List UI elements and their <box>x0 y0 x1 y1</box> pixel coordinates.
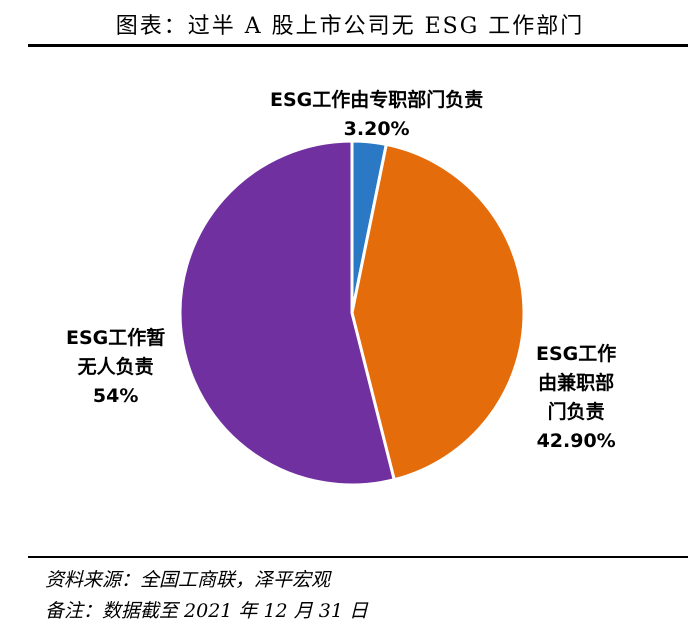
chart-title: 图表：过半 A 股上市公司无 ESG 工作部门 <box>115 14 585 39</box>
slice-label-none-value: 54% <box>92 385 139 407</box>
pie-slice-1 <box>350 142 526 482</box>
slice-label-dedicated-value: 3.20% <box>343 118 410 140</box>
bottom-rule <box>28 556 688 558</box>
slice-label-dedicated: ESG工作由专职部门负责 3.20% <box>270 86 483 144</box>
slice-label-dedicated-name: ESG工作由专职部门负责 <box>270 89 484 111</box>
slice-label-parttime-value: 42.90% <box>536 430 616 452</box>
remark-note: 备注：数据截至 2021 年 12 月 31 日 <box>45 600 368 622</box>
top-rule <box>28 44 688 47</box>
pie-slice-2 <box>178 139 396 487</box>
slice-label-none-line1: ESG工作暂 <box>66 327 166 349</box>
slice-label-none: ESG工作暂 无人负责 54% <box>66 324 165 411</box>
slice-label-parttime-line1: ESG工作 <box>536 343 617 365</box>
slice-label-parttime-line3: 门负责 <box>547 401 605 423</box>
source-note: 资料来源：全国工商联，泽平宏观 <box>45 569 331 591</box>
slice-label-parttime-line2: 由兼职部 <box>538 372 615 394</box>
slice-label-none-line2: 无人负责 <box>77 356 154 378</box>
slice-label-parttime: ESG工作 由兼职部 门负责 42.90% <box>536 340 616 456</box>
